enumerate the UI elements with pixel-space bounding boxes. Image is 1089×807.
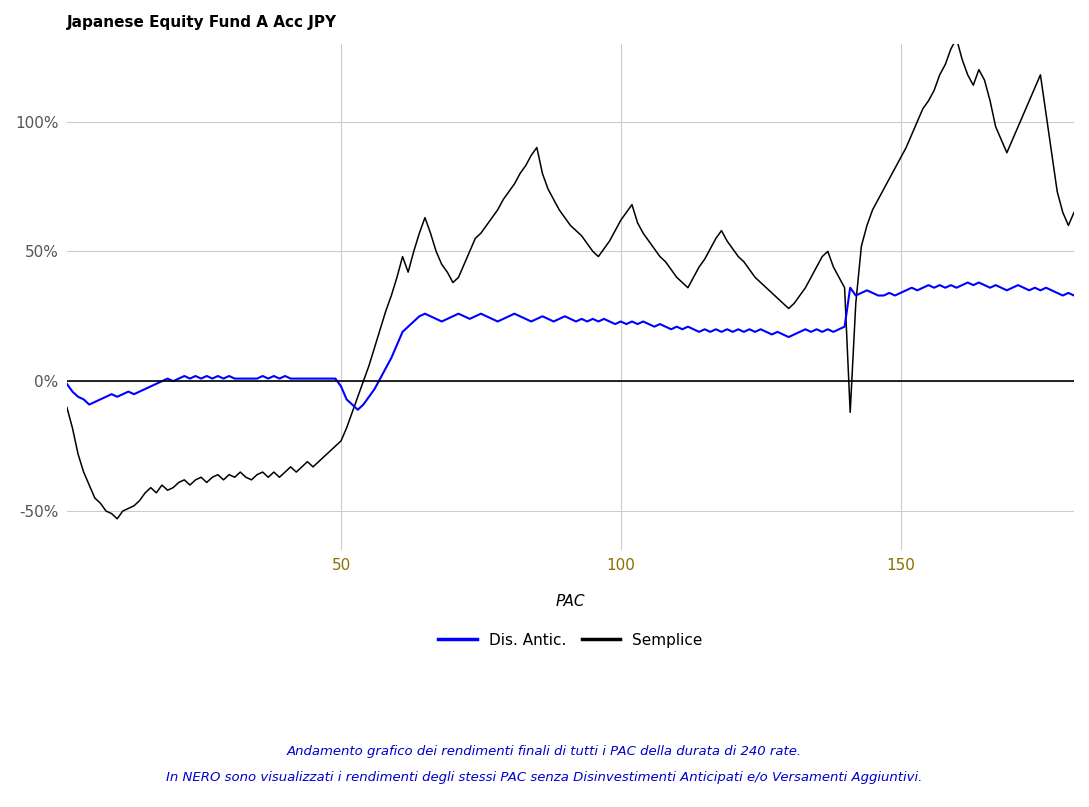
X-axis label: PAC: PAC [555, 594, 585, 609]
Text: Andamento grafico dei rendimenti finali di tutti i PAC della durata di 240 rate.: Andamento grafico dei rendimenti finali … [286, 745, 803, 758]
Legend: Dis. Antic., Semplice: Dis. Antic., Semplice [432, 626, 709, 654]
Text: In NERO sono visualizzati i rendimenti degli stessi PAC senza Disinvestimenti An: In NERO sono visualizzati i rendimenti d… [167, 771, 922, 784]
Text: Japanese Equity Fund A Acc JPY: Japanese Equity Fund A Acc JPY [66, 15, 337, 30]
